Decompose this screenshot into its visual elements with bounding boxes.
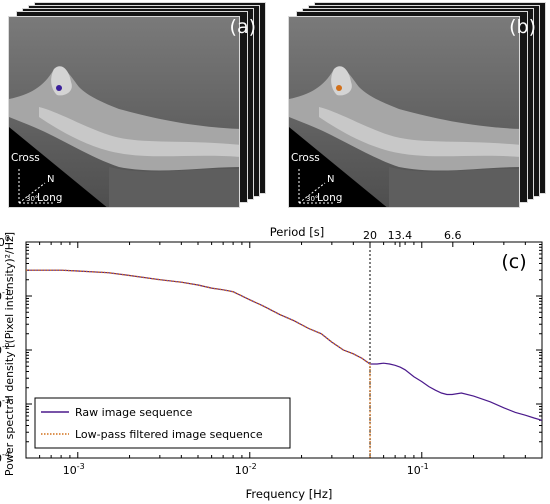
y-tick-exponent: -3 — [2, 396, 10, 405]
x-tick-exponent: -3 — [77, 462, 85, 471]
panel-a-annotations — [18, 85, 62, 204]
panel-tag-c: (c) — [501, 251, 526, 273]
x-tick-exponent: -2 — [249, 462, 257, 471]
x-tick-label: 10-3 — [63, 462, 85, 477]
north-label: N — [327, 174, 335, 185]
camera-image: Cross N 30° Long — [8, 16, 240, 208]
chart-plot-group: 10-3 10-2 10-1 100 10-1 10-2 10-3 10-4 20 13.4 6.6… — [0, 229, 543, 477]
panel-b-annotations — [298, 85, 342, 204]
camera-image-filtered: Cross N 30° Long — [288, 16, 520, 208]
panel-tag-a: (a) — [229, 16, 256, 38]
top-period-tick-label: 13.4 — [388, 229, 413, 242]
legend-label: Low-pass filtered image sequence — [75, 428, 263, 441]
camera-scene — [289, 17, 519, 207]
y-tick-exponent: 0 — [5, 234, 10, 243]
y-axis-label: Power spectral density [(Pixel intensity… — [3, 232, 16, 476]
angle-label: 30° — [26, 195, 39, 203]
image-stack-a: Cross N 30° Long (a) — [8, 2, 266, 208]
y-tick-label: 10-2 — [0, 342, 10, 357]
legend-box — [34, 397, 291, 449]
top-period-tick-label: 6.6 — [444, 229, 462, 242]
image-stack-b: Cross N 30° Long (b) — [288, 2, 546, 208]
y-tick-exponent: -2 — [2, 342, 10, 351]
y-tick-label: 10-1 — [0, 288, 10, 303]
y-tick-exponent: -1 — [2, 288, 10, 297]
x-tick-label: 10-2 — [235, 462, 257, 477]
sample-point-raw — [56, 85, 62, 91]
legend-label: Raw image sequence — [75, 406, 193, 419]
x-axis-label: Frequency [Hz] — [246, 487, 333, 501]
long-axis-label: Long — [317, 192, 343, 204]
top-axis-label: Period [s] — [270, 225, 324, 239]
angle-label: 30° — [306, 195, 319, 203]
camera-scene — [9, 17, 239, 207]
top-period-tick-label: 20 — [363, 229, 377, 242]
cross-axis-label: Cross — [11, 152, 40, 164]
sample-point-filtered — [336, 85, 342, 91]
y-tick-exponent: -4 — [2, 450, 10, 459]
y-tick-label: 10-4 — [0, 450, 10, 465]
y-tick-label: 100 — [0, 234, 10, 249]
cross-axis-label: Cross — [291, 152, 320, 164]
long-axis-label: Long — [37, 192, 63, 204]
psd-chart: Period [s] (c) Frequency [Hz] 10-3 10-2 10… — [0, 225, 543, 501]
x-tick-exponent: -1 — [421, 462, 429, 471]
series-line-filtered — [26, 269, 371, 459]
y-tick-label: 10-3 — [0, 396, 10, 411]
panel-tag-b: (b) — [509, 16, 536, 38]
north-label: N — [47, 174, 55, 185]
x-tick-label: 10-1 — [407, 462, 429, 477]
